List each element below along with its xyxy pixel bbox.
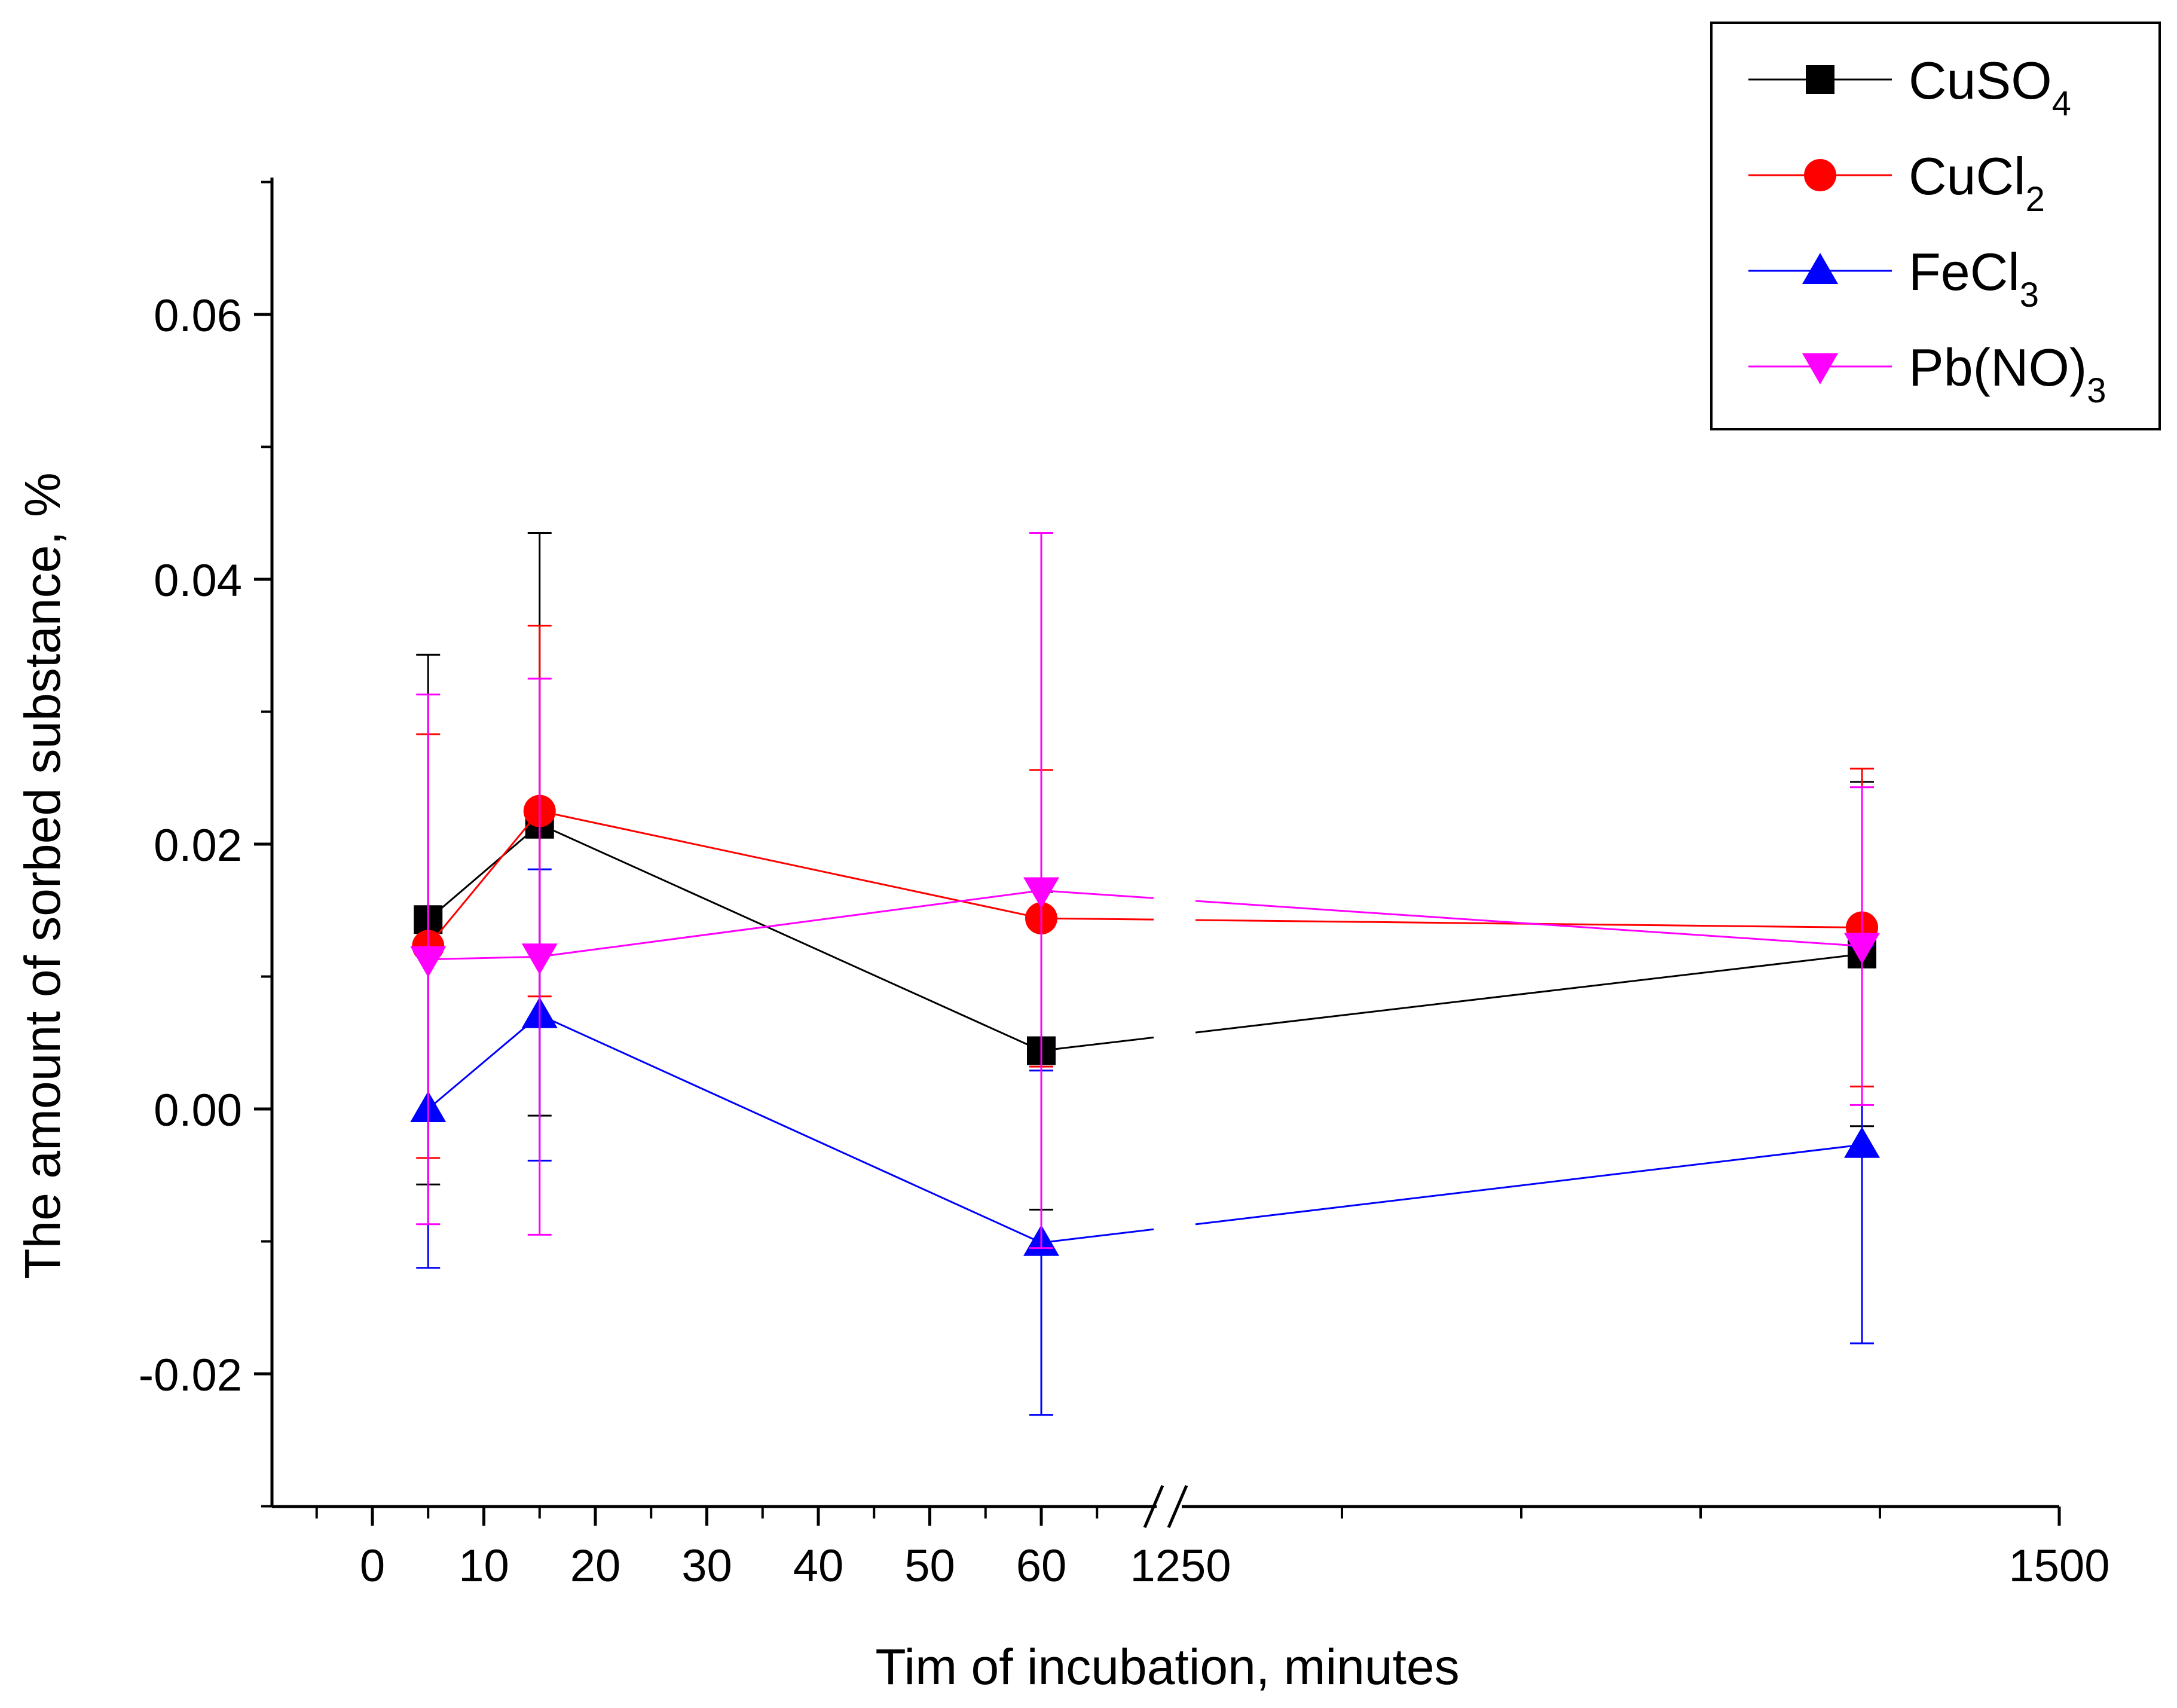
x-axis-title: Tim of incubation, minutes bbox=[875, 1639, 1459, 1695]
axis-break-mark bbox=[1143, 1485, 1164, 1528]
series-line bbox=[1041, 917, 1154, 921]
series-line bbox=[428, 955, 540, 961]
series-line bbox=[1041, 890, 1154, 899]
x-tick-label: 1500 bbox=[2008, 1541, 2109, 1591]
series-line bbox=[539, 890, 1042, 958]
x-tick-label: 20 bbox=[570, 1541, 621, 1591]
y-tick-label: 0.06 bbox=[154, 291, 242, 341]
series-line bbox=[427, 810, 540, 947]
y-axis-title: The amount of sorbed substance, % bbox=[14, 472, 71, 1279]
plot-area bbox=[410, 531, 1880, 1416]
y-axis-ticks: 0.06 0.04 0.02 0.00 -0.02 bbox=[139, 181, 272, 1508]
y-tick-label: 0.02 bbox=[154, 820, 242, 871]
data-point bbox=[1844, 933, 1880, 964]
x-tick-label: 10 bbox=[458, 1541, 509, 1591]
series-line bbox=[427, 1014, 540, 1110]
series-0 bbox=[414, 531, 1876, 1211]
series-line bbox=[1195, 1144, 1863, 1226]
series-line bbox=[539, 823, 1042, 1052]
axis-break-mark bbox=[1167, 1485, 1188, 1528]
data-point bbox=[521, 943, 558, 975]
axes bbox=[270, 178, 2059, 1528]
x-tick-label: 50 bbox=[904, 1541, 955, 1591]
legend-marker bbox=[1802, 253, 1838, 284]
x-axis-ticks: 0 10 20 30 40 50 60 1250 1500 bbox=[315, 1507, 2110, 1591]
data-point bbox=[1844, 1126, 1880, 1158]
x-tick-label: 0 bbox=[360, 1541, 385, 1591]
data-point bbox=[410, 946, 447, 977]
series-line bbox=[1195, 953, 1863, 1034]
series-line bbox=[1041, 1036, 1154, 1052]
legend-marker bbox=[1806, 65, 1834, 94]
legend-marker bbox=[1804, 159, 1836, 191]
series-3 bbox=[410, 531, 1880, 1249]
series-line bbox=[427, 823, 540, 921]
y-tick-label: 0.00 bbox=[154, 1085, 242, 1136]
series-line bbox=[539, 810, 1042, 919]
y-tick-label: -0.02 bbox=[139, 1350, 242, 1401]
series-2 bbox=[410, 868, 1880, 1416]
legend-marker bbox=[1802, 353, 1838, 384]
x-tick-label: 30 bbox=[681, 1541, 732, 1591]
x-tick-label: 60 bbox=[1016, 1541, 1067, 1591]
x-tick-label: 1250 bbox=[1130, 1541, 1231, 1591]
series-1 bbox=[412, 625, 1878, 1159]
series-line bbox=[1041, 1228, 1154, 1244]
series-line bbox=[539, 1014, 1042, 1244]
x-tick-label: 40 bbox=[793, 1541, 844, 1591]
legend-box bbox=[1710, 22, 2161, 430]
y-tick-label: 0.04 bbox=[154, 555, 242, 606]
series-line bbox=[1195, 900, 1863, 948]
data-point bbox=[1023, 877, 1059, 909]
